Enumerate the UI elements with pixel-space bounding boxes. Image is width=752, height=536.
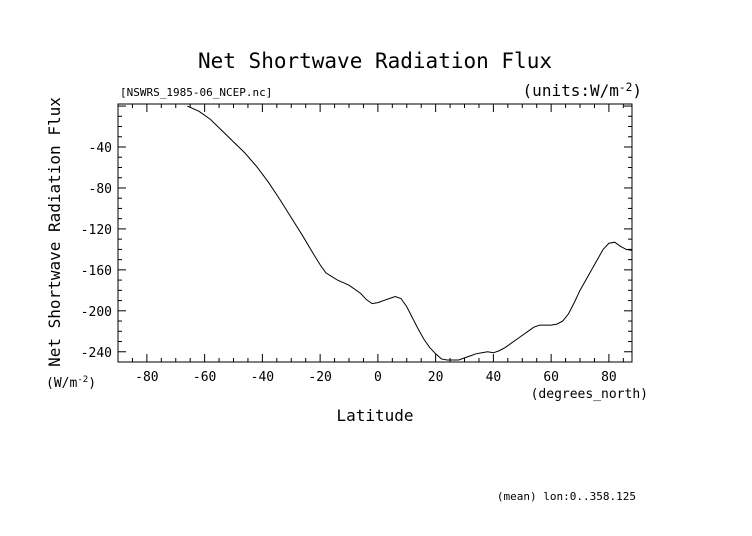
y-tick-label: -80 — [89, 182, 112, 197]
x-tick-label: 20 — [428, 370, 444, 385]
y-tick-label: -240 — [81, 346, 112, 361]
x-tick-label: -60 — [193, 370, 216, 385]
source-file-label: [NSWRS_1985-06_NCEP.nc] — [120, 86, 272, 99]
footnote: (mean) lon:0..358.125 — [497, 490, 636, 503]
x-tick-label: 80 — [601, 370, 617, 385]
x-axis-label: Latitude — [336, 406, 413, 425]
chart-title: Net Shortwave Radiation Flux — [198, 49, 552, 73]
x-axis-ticks — [117, 104, 624, 362]
x-tick-label: 60 — [543, 370, 559, 385]
x-axis-tick-labels: -80 -60 -40 -20 0 20 40 60 80 — [135, 370, 617, 385]
y-tick-label: -120 — [81, 223, 112, 238]
y-tick-label: -160 — [81, 264, 112, 279]
x-tick-label: -80 — [135, 370, 158, 385]
x-tick-label: 40 — [486, 370, 502, 385]
y-axis-ticks — [118, 105, 632, 353]
series-line-net-shortwave-flux — [187, 105, 633, 361]
y-tick-label: -200 — [81, 305, 112, 320]
x-tick-label: -20 — [308, 370, 331, 385]
x-axis-units: (degrees_north) — [531, 387, 648, 402]
units-label: (units:W/m-2) — [523, 81, 642, 100]
y-tick-label: -40 — [89, 141, 112, 156]
plot-frame — [117, 103, 633, 363]
y-axis-tick-labels: -40 -80 -120 -160 -200 -240 — [81, 141, 112, 361]
x-tick-label: -40 — [251, 370, 274, 385]
x-tick-label: 0 — [374, 370, 382, 385]
y-axis-label: Net Shortwave Radiation Flux — [45, 97, 64, 367]
y-axis-units: (W/m-2) — [46, 375, 96, 391]
